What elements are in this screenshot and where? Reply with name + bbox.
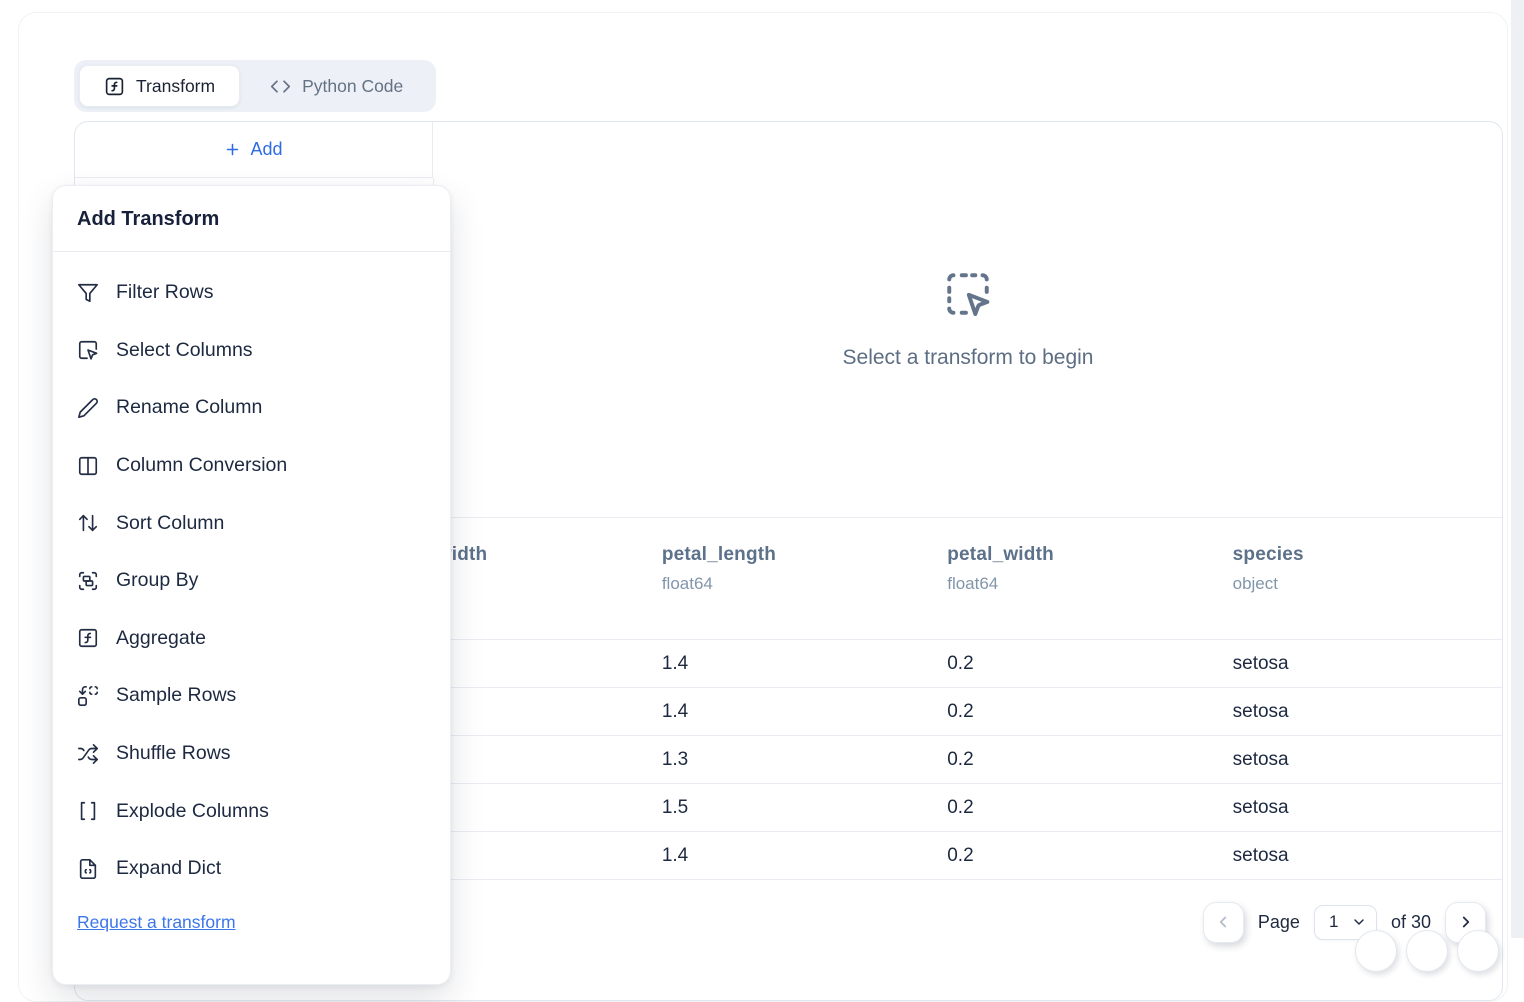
peek-button[interactable] xyxy=(1457,930,1499,972)
column-header-species[interactable]: species object xyxy=(1232,544,1304,593)
columns-icon xyxy=(77,455,99,477)
peek-button[interactable] xyxy=(1406,930,1448,972)
tab-transform-label: Transform xyxy=(136,75,216,96)
app-container: Transform Python Code Add xyxy=(18,12,1508,1002)
empty-state-message: Select a transform to begin xyxy=(842,346,1094,369)
menu-item-sort-column[interactable]: Sort Column xyxy=(53,494,450,552)
page-label: Page xyxy=(1257,911,1300,932)
brackets-icon xyxy=(77,800,99,822)
chevron-right-icon xyxy=(1462,916,1469,928)
menu-item-list: Filter Rows Select Columns Rename C xyxy=(53,252,450,933)
function-square-icon xyxy=(104,76,125,97)
function-square-icon xyxy=(77,627,99,649)
menu-item-aggregate[interactable]: Aggregate xyxy=(53,610,450,668)
request-transform-link[interactable]: Request a transform xyxy=(77,911,236,932)
add-button-label: Add xyxy=(250,139,283,159)
add-transform-button[interactable]: Add xyxy=(75,122,433,178)
group-icon xyxy=(77,570,99,592)
chevron-down-icon xyxy=(1354,919,1364,925)
tab-python-code-label: Python Code xyxy=(302,75,404,96)
previous-page-button[interactable] xyxy=(1202,901,1244,943)
menu-item-column-conversion[interactable]: Column Conversion xyxy=(53,437,450,495)
menu-title: Add Transform xyxy=(77,208,220,230)
add-transform-menu: Add Transform Filter Rows Select xyxy=(52,185,451,985)
menu-item-select-columns[interactable]: Select Columns xyxy=(53,322,450,380)
page-number-value: 1 xyxy=(1328,912,1339,931)
code-icon xyxy=(270,76,291,97)
arrow-up-down-icon xyxy=(77,512,99,534)
replace-icon xyxy=(77,685,99,707)
column-header-petal-width[interactable]: petal_width float64 xyxy=(947,544,1054,593)
menu-item-filter-rows[interactable]: Filter Rows xyxy=(53,264,450,322)
menu-item-group-by[interactable]: Group By xyxy=(53,552,450,610)
chevron-left-icon xyxy=(1220,916,1227,928)
table-row: 1.5 0.2 setosa xyxy=(75,784,1502,832)
peek-button[interactable] xyxy=(1355,930,1397,972)
plus-icon xyxy=(224,141,241,158)
table-row: 1.4 0.2 setosa xyxy=(75,832,1502,880)
table-row: 1.3 0.2 setosa xyxy=(75,736,1502,784)
menu-item-rename-column[interactable]: Rename Column xyxy=(53,379,450,437)
menu-item-sample-rows[interactable]: Sample Rows xyxy=(53,667,450,725)
column-header-petal-length[interactable]: petal_length float64 xyxy=(661,544,777,593)
transform-preview-empty-state: Select a transform to begin xyxy=(434,122,1502,517)
shuffle-icon xyxy=(77,743,99,765)
total-pages-label: of 30 xyxy=(1390,911,1431,932)
tab-transform[interactable]: Transform xyxy=(79,65,241,107)
file-braces-icon xyxy=(77,858,99,880)
page-scrollbar[interactable] xyxy=(1511,0,1524,938)
menu-header: Add Transform xyxy=(53,186,450,252)
square-mouse-pointer-icon xyxy=(77,339,99,361)
menu-item-shuffle-rows[interactable]: Shuffle Rows xyxy=(53,725,450,783)
dashed-square-pointer-icon xyxy=(943,269,993,319)
table-row: 1.4 0.2 setosa xyxy=(75,640,1502,688)
filter-icon xyxy=(77,282,99,304)
menu-item-expand-dict[interactable]: Expand Dict xyxy=(53,840,450,898)
menu-item-explode-columns[interactable]: Explode Columns xyxy=(53,782,450,840)
view-tab-bar: Transform Python Code xyxy=(74,60,437,112)
tab-python-code[interactable]: Python Code xyxy=(242,65,431,107)
pencil-icon xyxy=(77,397,99,419)
table-row: 1.4 0.2 setosa xyxy=(75,688,1502,736)
